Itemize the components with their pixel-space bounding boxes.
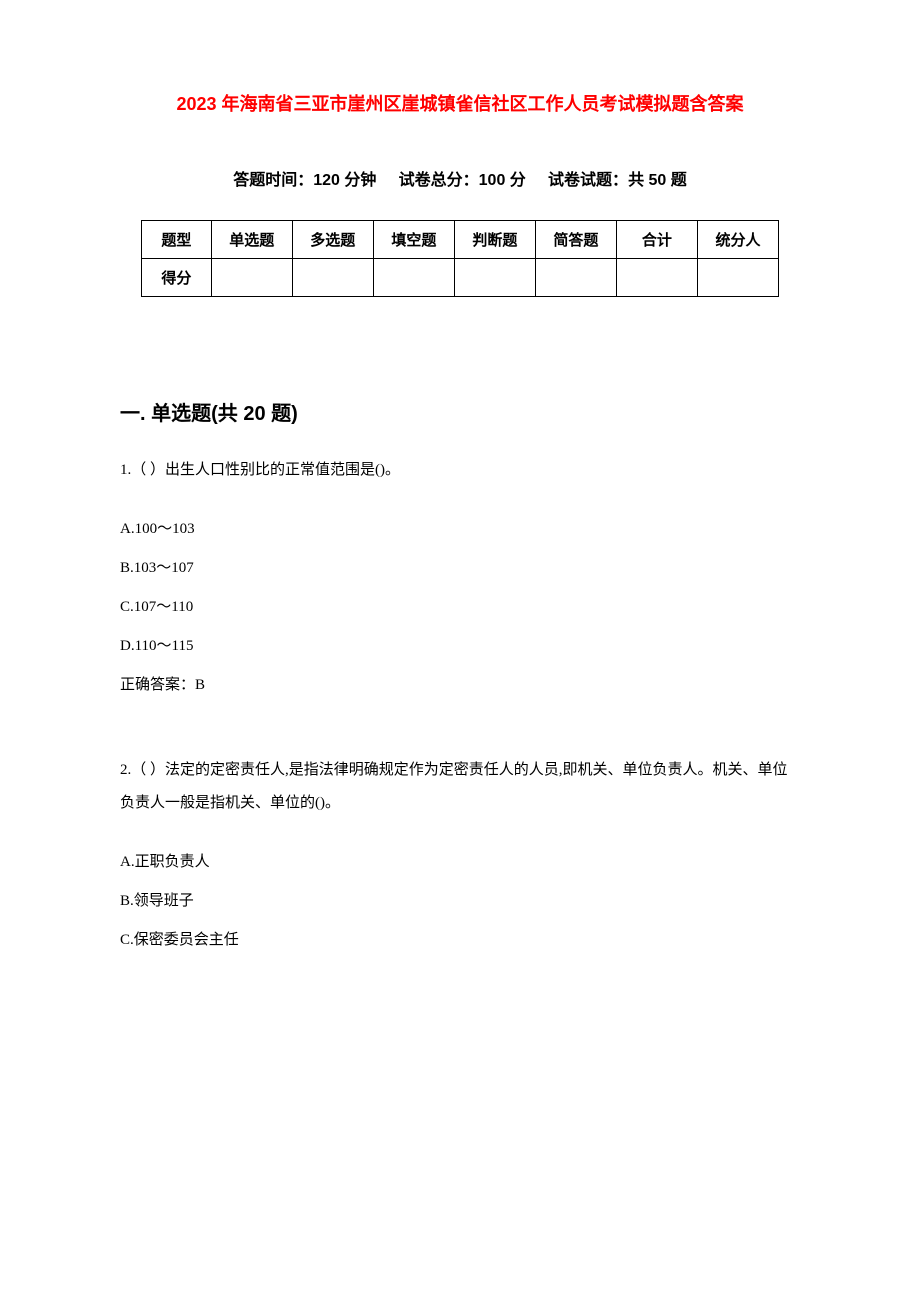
table-header-cell: 判断题	[454, 221, 535, 259]
table-header-cell: 简答题	[535, 221, 616, 259]
table-cell-empty	[373, 259, 454, 297]
question-1-option-a: A.100～103	[120, 517, 800, 538]
question-count-label: 试卷试题：	[548, 172, 628, 189]
table-header-cell: 合计	[616, 221, 697, 259]
total-score-value: 100 分	[479, 172, 526, 189]
question-count-value: 共 50 题	[628, 172, 687, 189]
table-cell-empty	[616, 259, 697, 297]
question-2-option-b: B.领导班子	[120, 889, 800, 910]
table-cell-empty	[211, 259, 292, 297]
question-1-stem: 1.（ ）出生人口性别比的正常值范围是()。	[120, 454, 800, 487]
score-table: 题型 单选题 多选题 填空题 判断题 简答题 合计 统分人 得分	[141, 220, 779, 297]
question-1-option-d: D.110～115	[120, 634, 800, 655]
table-cell-empty	[535, 259, 616, 297]
question-2-option-c: C.保密委员会主任	[120, 928, 800, 949]
table-header-cell: 单选题	[211, 221, 292, 259]
table-score-row: 得分	[142, 259, 779, 297]
table-cell-empty	[292, 259, 373, 297]
question-1-answer: 正确答案：B	[120, 673, 800, 694]
table-header-cell: 题型	[142, 221, 212, 259]
time-label: 答题时间：	[233, 172, 313, 189]
question-2-stem: 2.（ ）法定的定密责任人,是指法律明确规定作为定密责任人的人员,即机关、单位负…	[120, 754, 800, 820]
table-header-cell: 填空题	[373, 221, 454, 259]
table-cell-empty	[454, 259, 535, 297]
section-heading: 一. 单选题(共 20 题)	[120, 397, 800, 426]
exam-info-line: 答题时间：120 分钟 试卷总分：100 分 试卷试题：共 50 题	[120, 166, 800, 190]
table-cell-empty	[697, 259, 778, 297]
table-header-cell: 多选题	[292, 221, 373, 259]
question-2-option-a: A.正职负责人	[120, 850, 800, 871]
table-header-row: 题型 单选题 多选题 填空题 判断题 简答题 合计 统分人	[142, 221, 779, 259]
document-title: 2023 年海南省三亚市崖州区崖城镇雀信社区工作人员考试模拟题含答案	[120, 90, 800, 116]
total-score-label: 试卷总分：	[399, 172, 479, 189]
time-value: 120 分钟	[313, 172, 376, 189]
question-1-option-b: B.103～107	[120, 556, 800, 577]
question-1-option-c: C.107～110	[120, 595, 800, 616]
table-header-cell: 统分人	[697, 221, 778, 259]
table-row-label: 得分	[142, 259, 212, 297]
